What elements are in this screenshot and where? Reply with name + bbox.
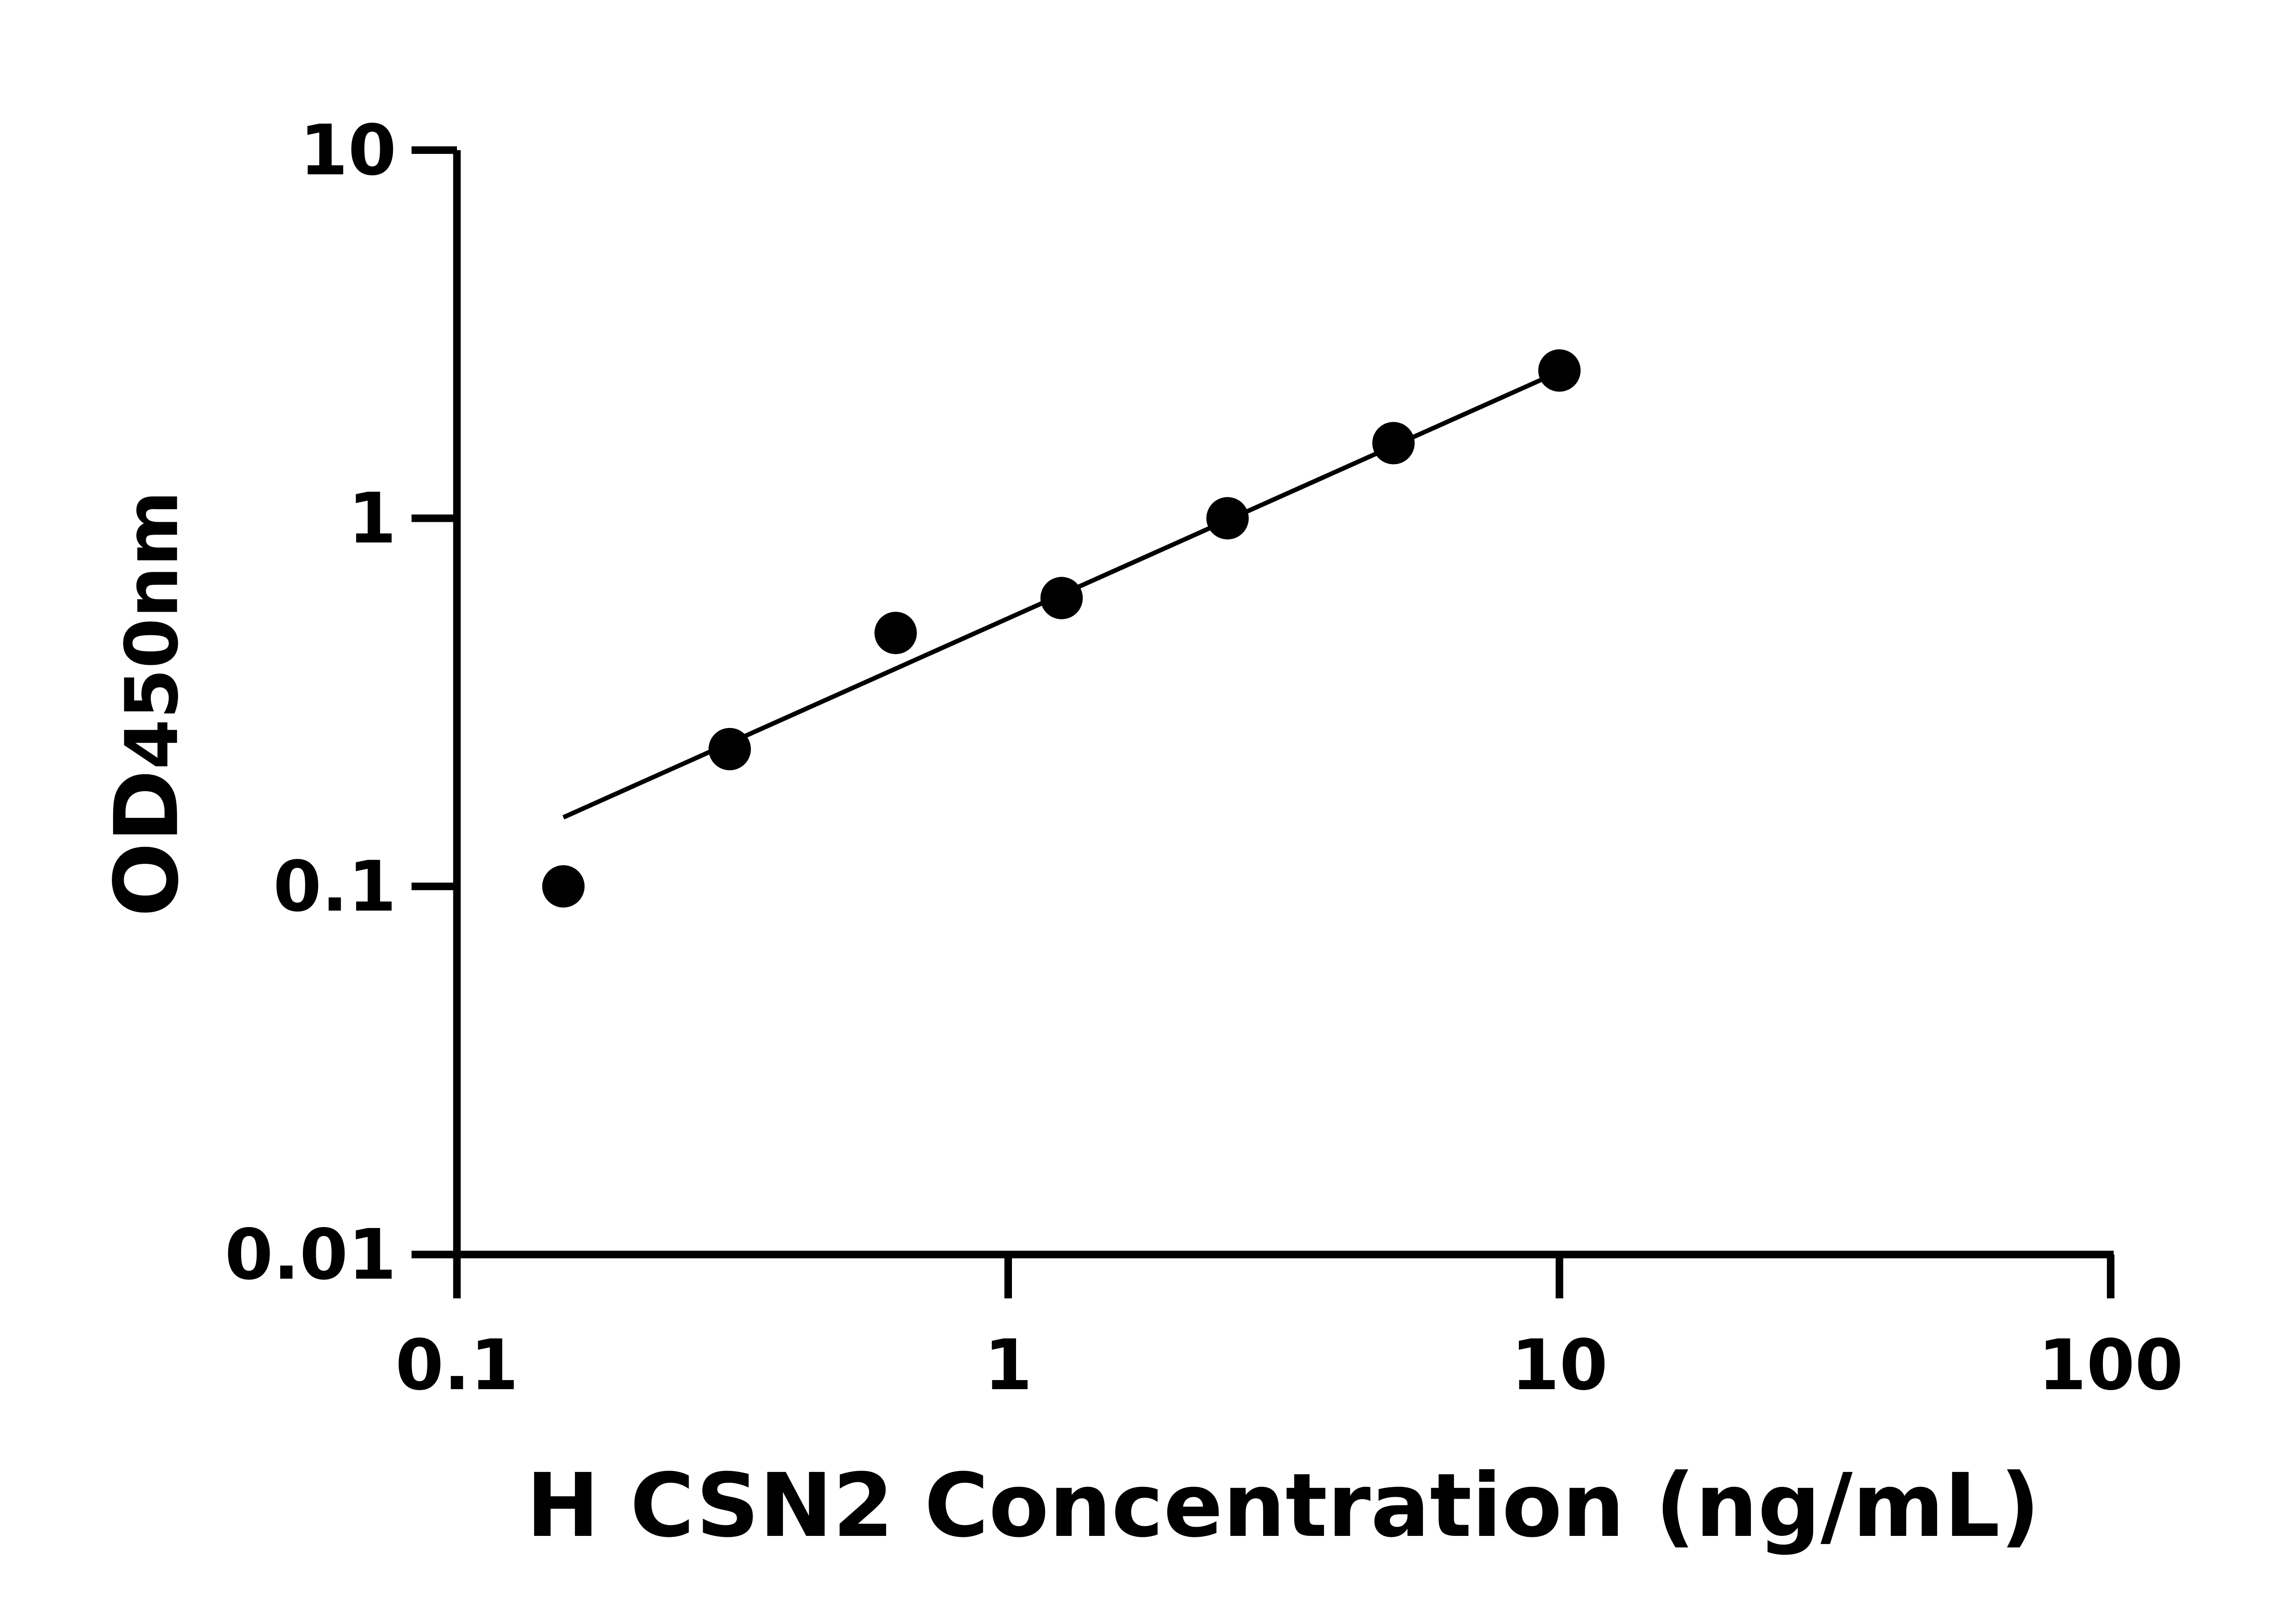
data-point <box>542 865 585 908</box>
plot-area <box>542 349 1581 908</box>
y-tick-label: 0.01 <box>225 1215 397 1296</box>
data-point <box>708 728 751 771</box>
y-title-sub: 450nm <box>110 490 194 769</box>
y-tick-label: 0.1 <box>273 847 396 927</box>
data-point <box>1040 577 1083 619</box>
y-tick-label: 10 <box>300 110 397 191</box>
data-point <box>1538 349 1581 392</box>
x-tick-label: 10 <box>1511 1325 1608 1406</box>
data-point <box>1206 497 1249 540</box>
x-tick-label: 100 <box>2038 1325 2183 1406</box>
x-tick-label: 0.1 <box>395 1325 518 1406</box>
data-point <box>1372 422 1415 465</box>
axes: 0.01 0.1 1 10 0.1 1 10 100 <box>225 110 2183 1406</box>
y-title-main: OD <box>96 770 198 917</box>
x-axis-title: H CSN2 Concentration (ng/mL) <box>526 1455 2040 1557</box>
data-point <box>874 612 917 654</box>
x-tick-label: 1 <box>984 1325 1032 1406</box>
y-axis-title: OD450nm <box>96 490 198 917</box>
y-tick-label: 1 <box>348 478 397 559</box>
